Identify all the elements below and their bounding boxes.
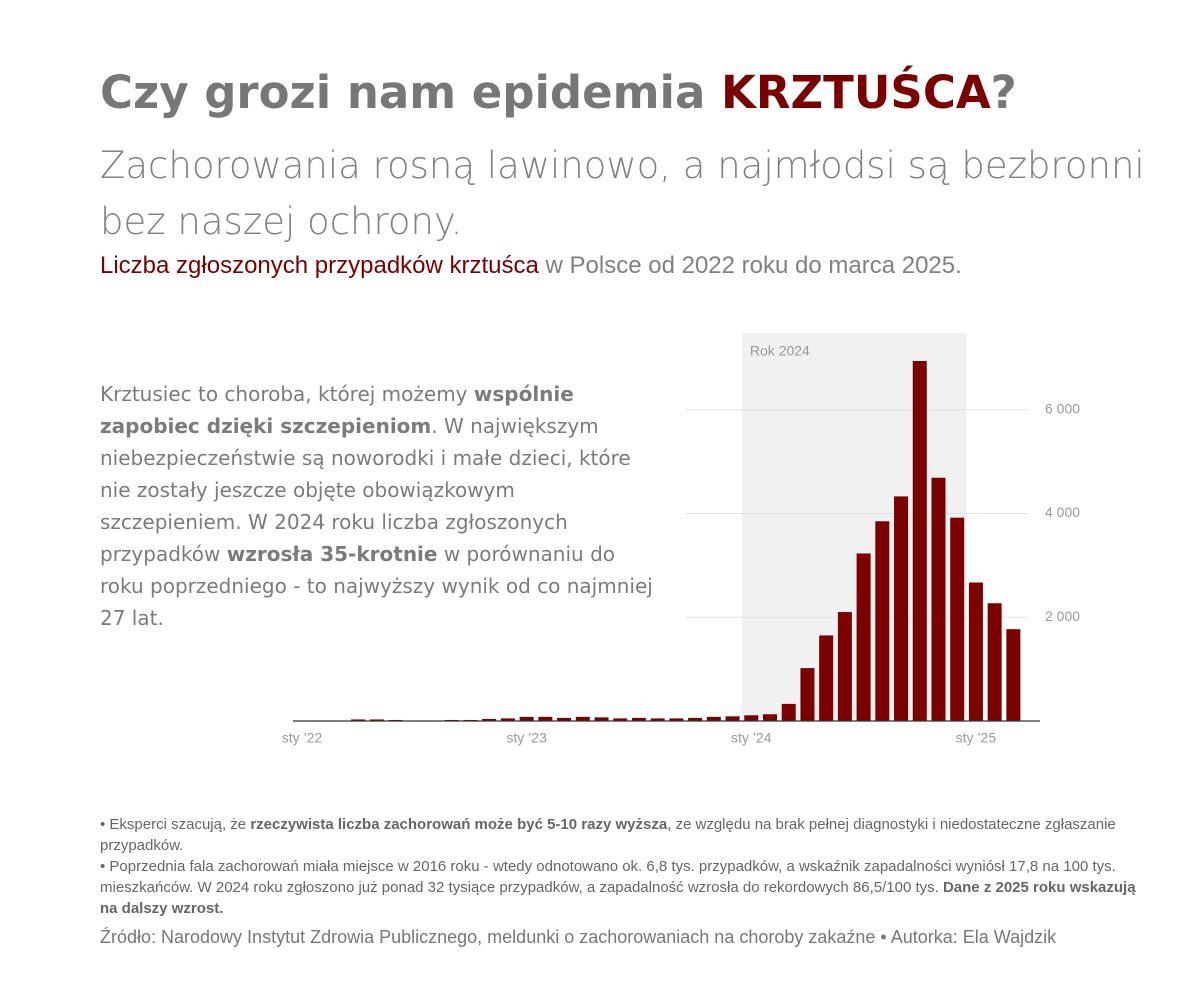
bar xyxy=(706,716,721,721)
text: • Eksperci szacują, że xyxy=(100,816,251,833)
title-text: Czy grozi nam epidemia xyxy=(100,66,722,119)
title-text: ? xyxy=(990,66,1017,119)
bar xyxy=(351,719,366,721)
caption: Liczba zgłoszonych przypadków krztuśca w… xyxy=(100,252,962,280)
bar xyxy=(631,717,646,721)
text: , ze względu na brak pełnej diagnostyki … xyxy=(100,816,1116,854)
title: Czy grozi nam epidemia KRZTUŚCA? xyxy=(100,66,1017,119)
title-highlight: KRZTUŚCA xyxy=(721,66,991,119)
bar xyxy=(894,496,909,721)
bar xyxy=(613,718,628,721)
bold-text: wspólnie zapobiec dzięki szczepieniom xyxy=(100,382,574,438)
bar xyxy=(575,716,590,721)
bar xyxy=(931,477,946,721)
note: • Poprzednia fala zachorowań miała miejs… xyxy=(100,856,1140,919)
bar xyxy=(688,717,703,721)
bold-text: Dane z 2025 roku wskazują na dalszy wzro… xyxy=(100,879,1136,917)
bar xyxy=(482,718,497,721)
bar xyxy=(912,361,927,721)
x-tick-label: sty ’25 xyxy=(956,730,997,746)
bar xyxy=(819,635,834,721)
bar xyxy=(950,517,965,721)
y-tick-label: 2 000 xyxy=(1045,608,1080,624)
subtitle: Zachorowania rosną lawinowo, a najmłodsi… xyxy=(100,144,1145,243)
description: Krztusiec to choroba, której możemy wspó… xyxy=(100,378,660,634)
x-tick-label: sty ’24 xyxy=(731,730,772,746)
bar xyxy=(500,718,515,721)
bar xyxy=(669,718,684,721)
notes: • Eksperci szacują, że rzeczywista liczb… xyxy=(100,814,1140,919)
bar xyxy=(856,553,871,721)
x-tick-label: sty ’23 xyxy=(506,730,547,746)
bar xyxy=(987,603,1002,721)
text: . W największym niebezpieczeństwie są no… xyxy=(100,414,631,566)
bar xyxy=(875,521,890,721)
bold-text: wzrosła 35-krotnie xyxy=(226,542,438,566)
bar xyxy=(650,718,665,721)
source: Źródło: Narodowy Instytut Zdrowia Public… xyxy=(100,927,1057,947)
bar xyxy=(538,716,553,721)
bar xyxy=(725,716,740,721)
note: • Eksperci szacują, że rzeczywista liczb… xyxy=(100,814,1140,856)
bold-text: rzeczywista liczba zachorowań może być 5… xyxy=(250,816,668,833)
bar xyxy=(800,668,815,721)
highlight-band xyxy=(741,333,967,721)
bar xyxy=(369,719,384,721)
bar xyxy=(1006,629,1021,721)
text: w porównaniu do roku poprzedniego - to n… xyxy=(100,542,653,630)
y-tick-label: 6 000 xyxy=(1045,400,1080,416)
caption-highlight: Liczba zgłoszonych przypadków krztuśca xyxy=(100,252,539,279)
bar xyxy=(594,717,609,721)
bar xyxy=(837,612,852,721)
caption-text: w Polsce od 2022 roku do marca 2025. xyxy=(538,252,962,279)
bar xyxy=(744,715,759,721)
x-tick-label: sty ’22 xyxy=(282,730,323,746)
bar xyxy=(968,582,983,721)
text: Krztusiec to choroba, której możemy xyxy=(100,382,474,406)
bar xyxy=(781,703,796,721)
annotation: Rok 2024 xyxy=(750,343,810,359)
bar xyxy=(763,714,777,721)
text: • Poprzednia fala zachorowań miała miejs… xyxy=(100,858,1116,896)
bar xyxy=(557,717,572,721)
bar xyxy=(519,716,534,721)
y-tick-label: 4 000 xyxy=(1045,504,1080,520)
